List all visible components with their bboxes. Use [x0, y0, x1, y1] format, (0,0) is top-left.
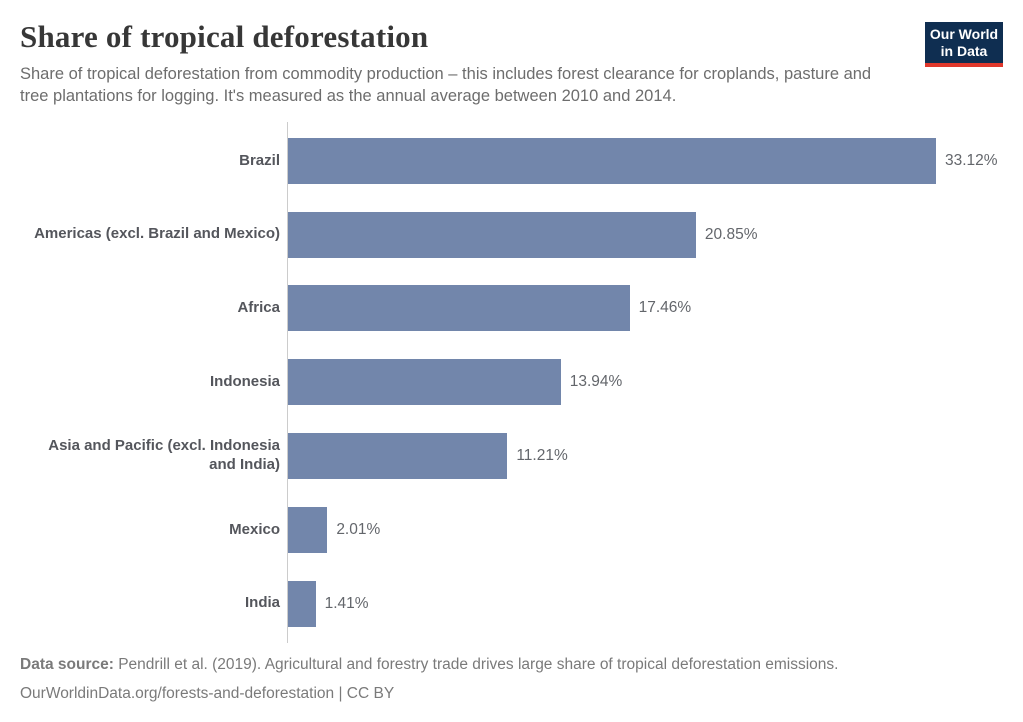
chart-header: Share of tropical deforestation Share of… [20, 19, 903, 108]
bar[interactable] [288, 433, 508, 480]
citation-line: OurWorldinData.org/forests-and-deforesta… [20, 684, 395, 702]
bar-row: Indonesia 13.94% [0, 345, 1023, 419]
bar[interactable] [288, 359, 561, 406]
bar-row: India 1.41% [0, 567, 1023, 641]
data-source-label: Data source: [20, 656, 114, 673]
data-source-line: Data source: Pendrill et al. (2019). Agr… [20, 651, 838, 680]
value-label: 17.46% [638, 299, 692, 317]
category-label: India [244, 594, 280, 612]
bar-track: 17.46% [288, 285, 1023, 332]
category-label: Africa [237, 299, 280, 317]
value-label: 11.21% [516, 447, 568, 465]
bar-track: 13.94% [288, 359, 1023, 406]
bar-track: 1.41% [288, 580, 1023, 627]
bar[interactable] [288, 506, 328, 553]
owid-logo-line2: in Data [940, 42, 988, 59]
bar-track: 20.85% [288, 211, 1023, 258]
value-label: 13.94% [569, 373, 623, 391]
data-source-text: Pendrill et al. (2019). Agricultural and… [118, 656, 839, 673]
category-label: Brazil [239, 151, 280, 169]
chart-footer: Data source: Pendrill et al. (2019). Agr… [20, 651, 838, 708]
bar[interactable] [288, 580, 316, 627]
value-label: 33.12% [945, 151, 998, 169]
value-label: 1.41% [324, 594, 369, 612]
bar[interactable] [288, 285, 630, 332]
y-axis-line [287, 122, 288, 643]
category-label: Americas (excl. Brazil and Mexico) [34, 225, 280, 243]
bar[interactable] [288, 211, 696, 258]
owid-logo: Our World in Data [925, 22, 1003, 67]
owid-logo-line1: Our World [929, 26, 999, 42]
value-label: 20.85% [704, 225, 758, 243]
chart-title: Share of tropical deforestation [20, 19, 429, 54]
bar-row: Americas (excl. Brazil and Mexico) 20.85% [0, 198, 1023, 272]
bar[interactable] [288, 137, 936, 184]
bar-track: 2.01% [288, 506, 1023, 553]
category-label: Mexico [229, 520, 280, 538]
bar-row: Asia and Pacific (excl. Indonesia and In… [0, 419, 1023, 493]
category-label: Asia and Pacific (excl. Indonesia and In… [48, 437, 280, 474]
bar-track: 11.21% [288, 433, 1023, 480]
value-label: 2.01% [336, 520, 381, 538]
bar-row: Mexico 2.01% [0, 493, 1023, 567]
category-label: Indonesia [209, 372, 280, 390]
bar-chart: Brazil 33.12% Americas (excl. Brazil and M… [0, 124, 1023, 641]
bar-row: Africa 17.46% [0, 272, 1023, 346]
bar-row: Brazil 33.12% [0, 124, 1023, 198]
bar-track: 33.12% [288, 137, 1023, 184]
chart-subtitle: Share of tropical deforestation from com… [20, 65, 872, 105]
